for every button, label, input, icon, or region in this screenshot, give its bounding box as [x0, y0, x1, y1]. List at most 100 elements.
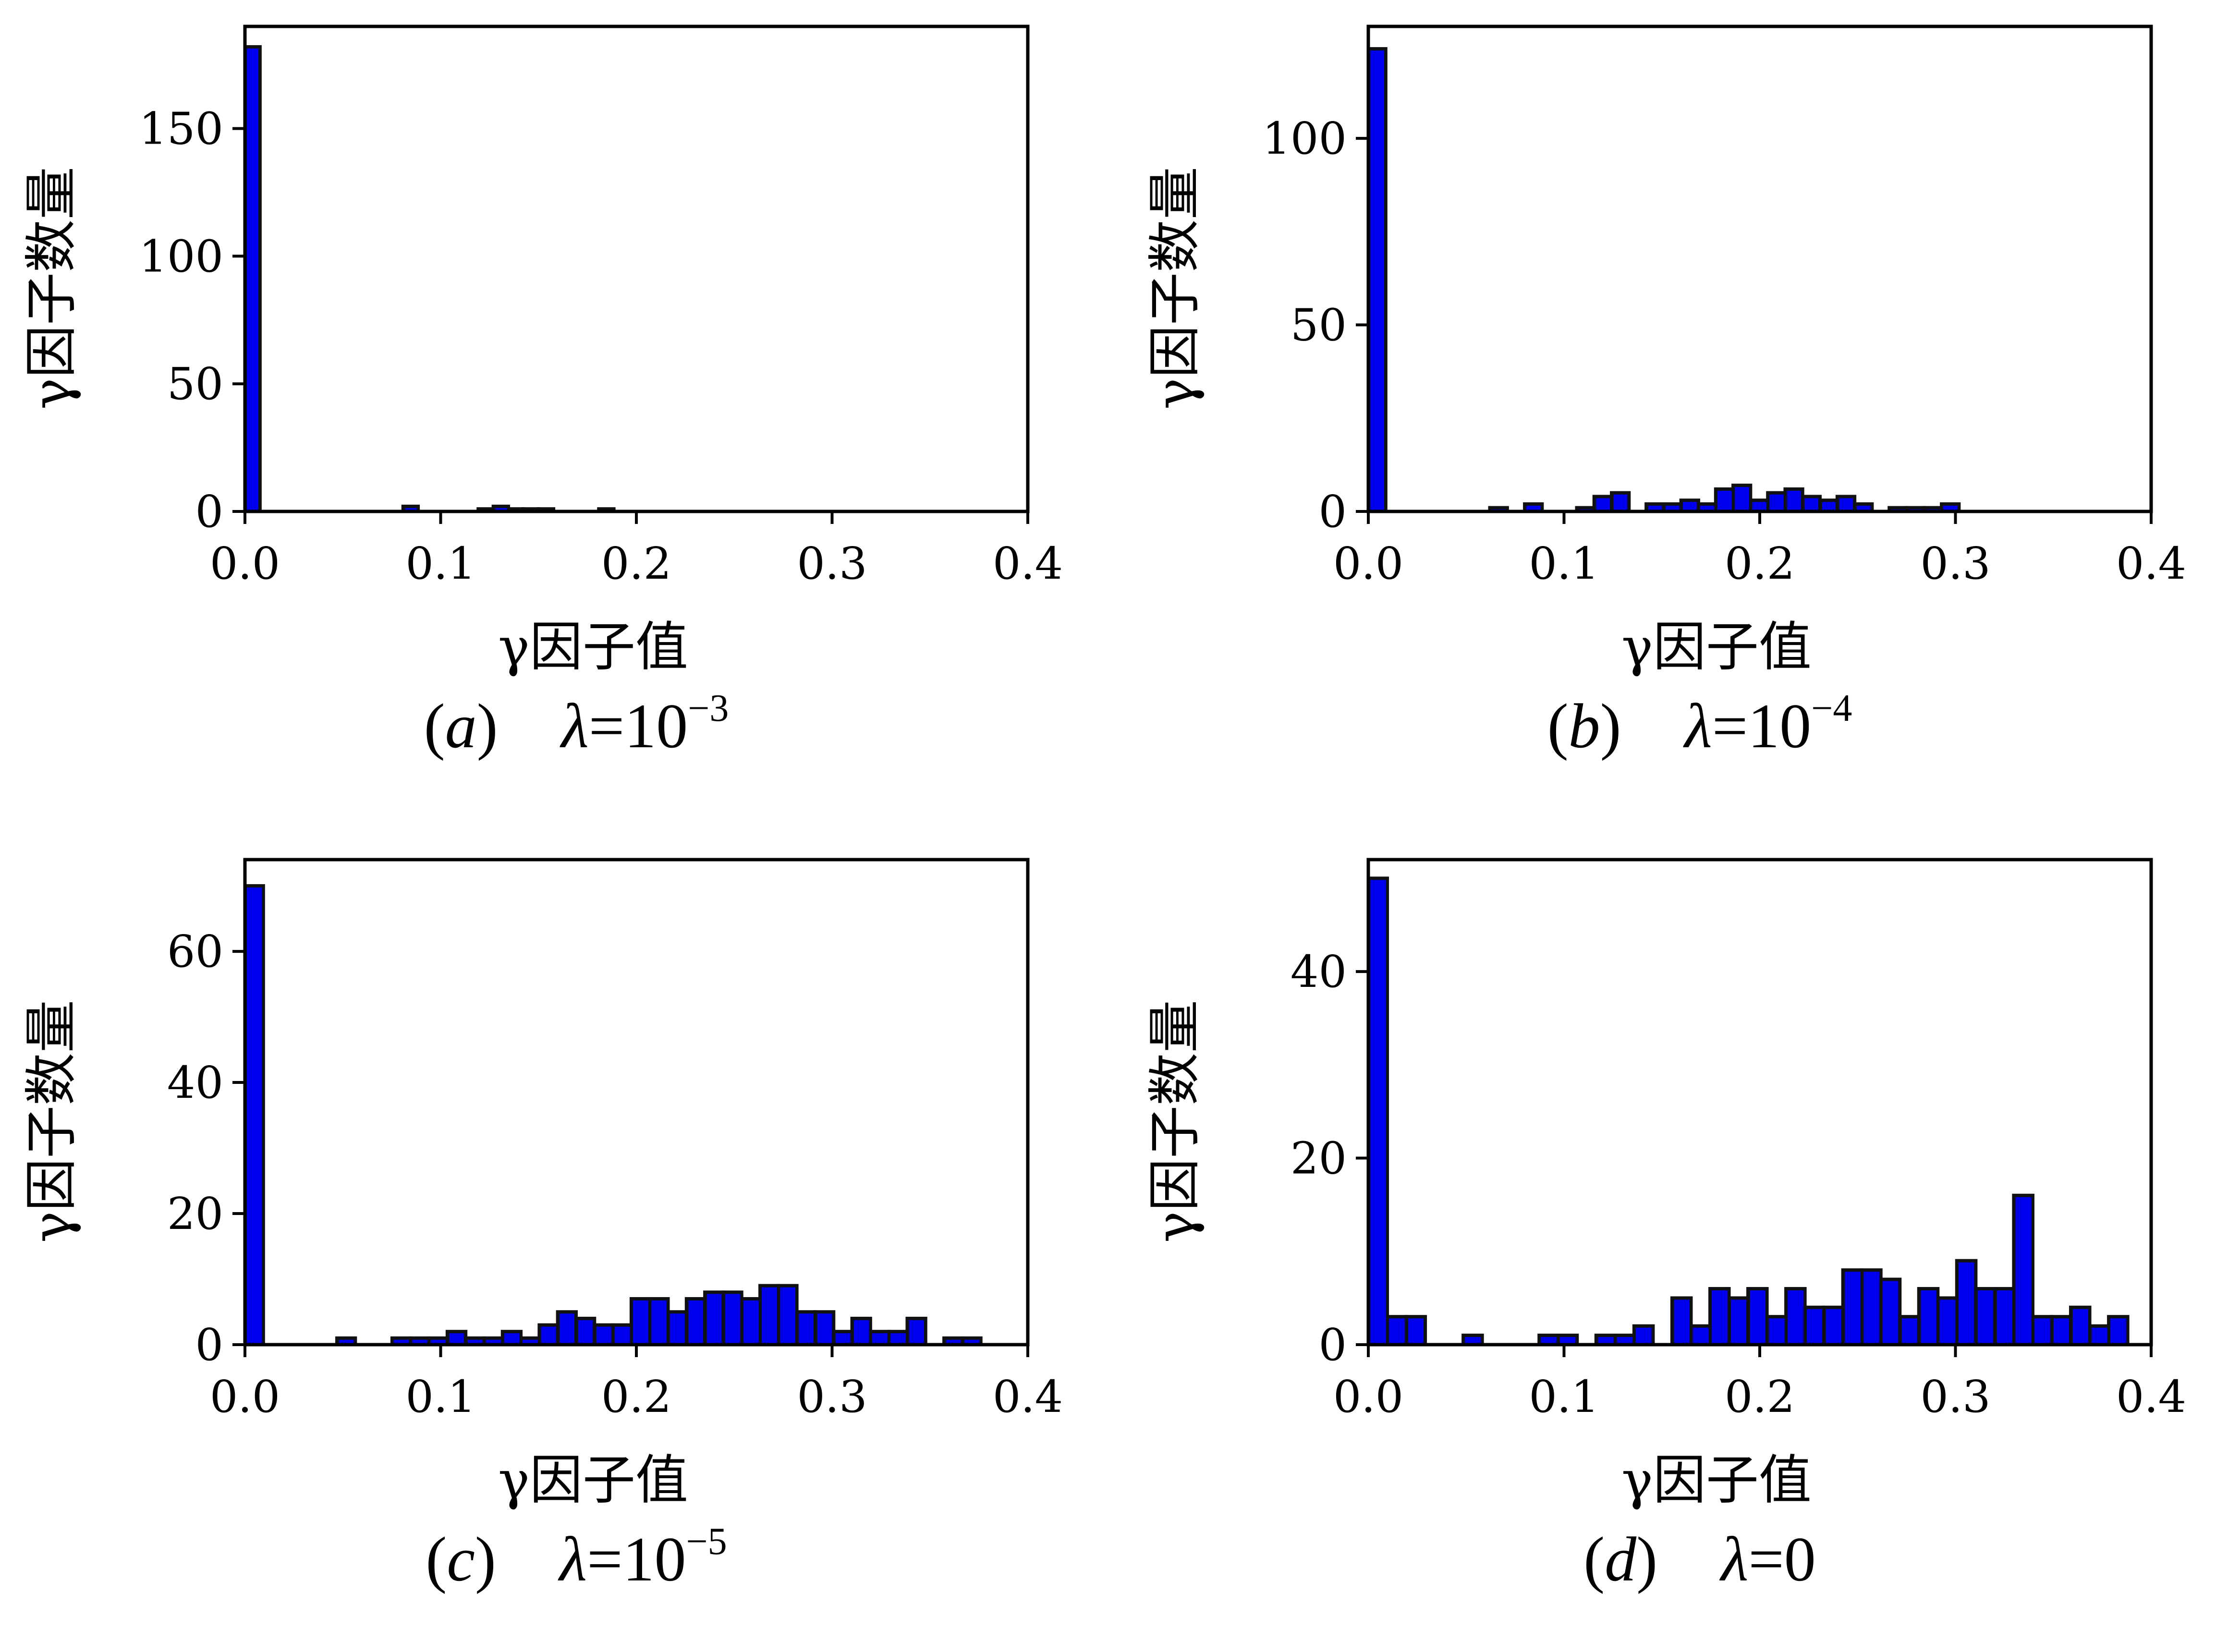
x-axis-title: γ因子值 — [1621, 1449, 1812, 1511]
y-tick-label: 50 — [1291, 300, 1347, 351]
histogram-bar — [1860, 1268, 1883, 1347]
histogram-bar — [1731, 484, 1753, 513]
y-tick-label: 100 — [139, 231, 223, 282]
histogram-bar — [243, 884, 265, 1347]
x-axis-title: γ因子值 — [1621, 616, 1812, 678]
chart-svg: 0.0 0.1 0.2 0.3 0.4 0 50 100 150 γ因子值 γ因子数量 — [21, 24, 1063, 678]
histogram-bar — [868, 1330, 891, 1347]
chart-panel-d: 0.0 0.1 0.2 0.3 0.4 0 20 40 γ因子值 γ因子数量 (d) λ=0 — [1123, 836, 2228, 1639]
histogram-bar — [1784, 1287, 1807, 1347]
histogram-bar — [537, 1323, 560, 1347]
y-axis-title: γ因子数量 — [21, 1000, 82, 1243]
histogram-bar — [850, 1316, 872, 1347]
caption-paren: ) — [1600, 691, 1685, 761]
x-tick-label: 0.0 — [1333, 1371, 1403, 1422]
histogram-bar — [1632, 1324, 1655, 1347]
caption-paren: ) — [475, 1524, 560, 1594]
caption-value: =10 — [588, 691, 688, 761]
y-tick-label: 60 — [167, 926, 223, 977]
caption-lambda: λ — [561, 691, 589, 761]
histogram-bar — [1610, 491, 1631, 513]
y-tick-label: 0 — [1318, 1319, 1347, 1371]
histogram-bar — [1386, 1315, 1408, 1347]
caption-value: =0 — [1748, 1524, 1816, 1594]
caption-paren: ( — [424, 691, 445, 761]
histogram-bar — [740, 1297, 762, 1347]
histogram-bar — [2107, 1315, 2130, 1347]
histogram-bar — [887, 1330, 909, 1347]
histogram-bar — [1993, 1287, 2016, 1347]
histogram-bar — [2050, 1315, 2073, 1347]
y-tick-label: 0 — [195, 1319, 223, 1371]
x-tick-label: 0.3 — [797, 1371, 867, 1422]
x-tick-label: 0.4 — [993, 1371, 1063, 1422]
caption-value: =10 — [1712, 691, 1812, 761]
histogram-bar — [243, 45, 262, 513]
caption-letter: a — [445, 691, 477, 761]
histogram-bar — [2031, 1315, 2054, 1347]
x-tick-label: 0.1 — [405, 538, 475, 589]
x-tick-label: 0.1 — [1529, 1371, 1599, 1422]
caption-lambda: λ — [559, 1524, 587, 1594]
histogram-bar — [1783, 487, 1804, 513]
x-axis-title: γ因子值 — [498, 1449, 688, 1511]
histogram-bar — [574, 1316, 597, 1347]
caption-paren: ( — [1547, 691, 1569, 761]
x-tick-label: 0.0 — [210, 1371, 280, 1422]
histogram-bar — [629, 1297, 652, 1347]
histogram-bar — [1727, 1296, 1750, 1347]
panel-caption: (a) λ=10−3 — [0, 687, 1153, 763]
x-axis-title: γ因子值 — [498, 616, 688, 678]
x-tick-label: 0.4 — [2116, 1371, 2186, 1422]
histogram-bar — [1917, 1287, 1940, 1347]
caption-paren: ( — [426, 1524, 447, 1594]
x-tick-label: 0.4 — [993, 538, 1063, 589]
chart-panel-a: 0.0 0.1 0.2 0.3 0.4 0 50 100 150 γ因子值 γ因子数量 (a) λ=1… — [0, 0, 1105, 816]
caption-paren: ) — [476, 691, 561, 761]
caption-value: =10 — [587, 1524, 686, 1594]
histogram-bar — [1670, 1296, 1693, 1347]
y-tick-label: 20 — [167, 1188, 223, 1239]
panel-caption: (c) λ=10−5 — [0, 1520, 1153, 1596]
histogram-bar — [1822, 1305, 1845, 1347]
y-axis-title: γ因子数量 — [1144, 167, 1205, 410]
histogram-bar — [1898, 1315, 1921, 1347]
caption-lambda: λ — [1684, 691, 1712, 761]
histogram-bar — [2069, 1305, 2092, 1347]
histogram-bar — [1404, 1315, 1427, 1347]
chart-svg: 0.0 0.1 0.2 0.3 0.4 0 50 100 γ因子值 γ因子数量 — [1144, 24, 2186, 678]
caption-exponent: −5 — [686, 1520, 727, 1563]
caption-lambda: λ — [1721, 1524, 1749, 1594]
histogram-bar — [500, 1330, 523, 1347]
x-tick-label: 0.1 — [1529, 538, 1599, 589]
y-tick-label: 100 — [1262, 113, 1347, 164]
histogram-bar — [1801, 495, 1822, 513]
histogram-bar — [1746, 1287, 1769, 1347]
panel-caption: (d) λ=0 — [1123, 1522, 2228, 1596]
caption-letter: b — [1568, 691, 1600, 761]
histogram-bar — [666, 1310, 688, 1347]
histogram-bar — [1974, 1287, 1997, 1347]
histogram-bar — [703, 1290, 725, 1347]
x-tick-label: 0.0 — [1333, 538, 1403, 589]
x-tick-label: 0.3 — [1920, 1371, 1990, 1422]
x-tick-label: 0.2 — [601, 1371, 671, 1422]
chart-svg: 0.0 0.1 0.2 0.3 0.4 0 20 40 60 γ因子值 γ因子数量 — [21, 858, 1063, 1511]
histogram-bar — [1936, 1296, 1959, 1347]
x-tick-label: 0.0 — [210, 538, 280, 589]
caption-letter: c — [447, 1524, 475, 1594]
x-tick-label: 0.1 — [405, 1371, 475, 1422]
caption-paren: ( — [1583, 1524, 1605, 1594]
y-axis-title: γ因子数量 — [21, 167, 82, 410]
histogram-bar — [556, 1310, 578, 1347]
histogram-bar — [813, 1310, 836, 1347]
plot-frame — [243, 858, 1030, 1347]
histogram-bar — [832, 1330, 854, 1347]
histogram-bar — [721, 1290, 743, 1347]
histogram-bar — [1766, 491, 1787, 513]
histogram-bar — [2012, 1193, 2034, 1347]
y-tick-label: 40 — [1291, 946, 1347, 997]
caption-exponent: −4 — [1811, 687, 1852, 729]
x-tick-label: 0.2 — [601, 538, 671, 589]
y-axis-title: γ因子数量 — [1144, 1000, 1205, 1243]
